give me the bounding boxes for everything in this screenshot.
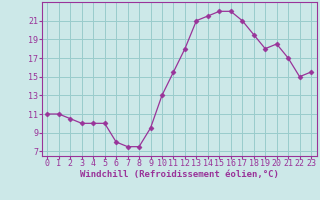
X-axis label: Windchill (Refroidissement éolien,°C): Windchill (Refroidissement éolien,°C) — [80, 170, 279, 179]
